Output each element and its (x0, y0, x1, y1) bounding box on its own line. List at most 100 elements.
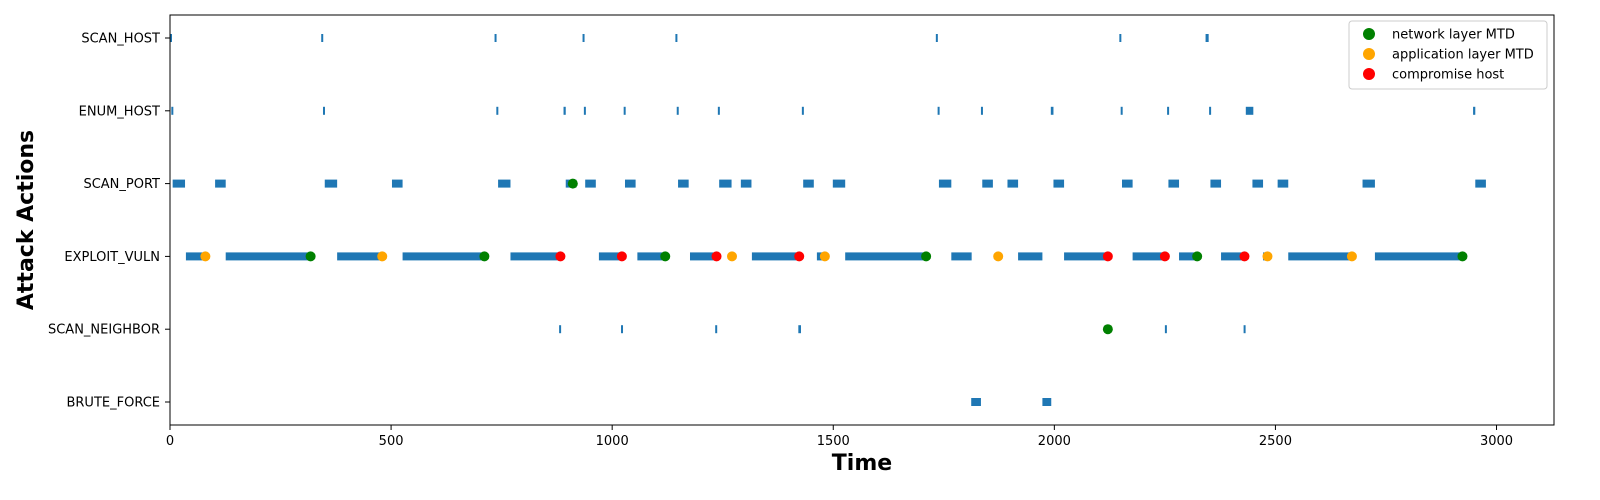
x-tick-label: 0 (166, 434, 174, 449)
x-axis-title: Time (832, 451, 892, 476)
interval-bar-scan-host (321, 34, 324, 42)
interval-bar-scan-port (391, 179, 403, 188)
marker-compromise-host (711, 251, 722, 262)
marker-application-layer-mtd (1346, 251, 1357, 262)
interval-bar-enum-host (623, 106, 626, 115)
marker-network-layer-mtd (1457, 251, 1468, 262)
interval-bar-scan-port (1252, 179, 1264, 188)
y-tick-label: SCAN_HOST (81, 32, 160, 47)
interval-bar-scan-port (215, 179, 226, 188)
marker-network-layer-mtd (1192, 251, 1203, 262)
marker-application-layer-mtd (993, 251, 1004, 262)
x-tick-label: 3000 (1480, 434, 1513, 449)
plot-frame (169, 14, 1555, 426)
interval-bar-scan-neighbor (621, 325, 624, 334)
interval-bar-exploit-vuln (689, 252, 716, 261)
interval-bar-scan-host (935, 34, 938, 42)
interval-bar-scan-port (1277, 179, 1289, 188)
interval-bar-enum-host (1050, 106, 1054, 115)
interval-bar-scan-host (494, 34, 497, 42)
interval-bar-scan-port (1210, 179, 1222, 188)
x-tick-label: 2500 (1259, 434, 1292, 449)
interval-bar-scan-port (982, 179, 993, 188)
interval-bar-enum-host (937, 106, 940, 115)
interval-bar-enum-host (1245, 106, 1254, 115)
interval-bar-exploit-vuln (751, 252, 798, 261)
interval-bar-scan-port (585, 179, 596, 188)
interval-bar-enum-host (980, 106, 983, 115)
interval-bar-enum-host (171, 106, 174, 115)
interval-bar-enum-host (563, 106, 566, 115)
y-axis-title: Attack Actions (14, 130, 39, 310)
interval-bar-scan-port (740, 179, 752, 188)
marker-application-layer-mtd (727, 251, 738, 262)
interval-bar-scan-neighbor (1164, 325, 1167, 334)
interval-bar-scan-host (170, 34, 172, 42)
marker-compromise-host (1102, 251, 1113, 262)
interval-bar-enum-host (1120, 106, 1123, 115)
legend-marker (1363, 68, 1375, 80)
interval-bar-scan-port (172, 179, 186, 188)
interval-bar-enum-host (1167, 106, 1170, 115)
marker-application-layer-mtd (377, 251, 388, 262)
legend: network layer MTD application layer MTD co… (1348, 20, 1548, 90)
interval-bar-brute-force (971, 398, 981, 406)
legend-marker (1363, 48, 1375, 60)
interval-bar-exploit-vuln (1132, 252, 1166, 261)
interval-bar-scan-port (1475, 179, 1486, 188)
interval-bar-scan-port (1121, 179, 1133, 188)
interval-bar-exploit-vuln (845, 252, 927, 261)
interval-bar-scan-port (498, 179, 511, 188)
legend-label: application layer MTD (1392, 48, 1534, 63)
interval-bar-scan-port (1007, 179, 1019, 188)
legend-marker (1363, 28, 1375, 40)
y-tick-label: SCAN_NEIGHBOR (48, 323, 160, 338)
interval-bar-scan-host (675, 34, 678, 42)
interval-bar-enum-host (496, 106, 499, 115)
y-tick-label: ENUM_HOST (79, 104, 160, 119)
interval-bar-enum-host (717, 106, 720, 115)
marker-compromise-host (555, 251, 566, 262)
interval-bar-exploit-vuln (1018, 252, 1043, 261)
marker-application-layer-mtd (200, 251, 211, 262)
interval-bar-exploit-vuln (1064, 252, 1108, 261)
x-axis: 0 500 1000 1500 2000 2500 3000 (166, 425, 1513, 449)
interval-bar-exploit-vuln (1179, 252, 1198, 261)
legend-label: network layer MTD (1392, 28, 1515, 43)
marker-compromise-host (616, 251, 627, 262)
marker-network-layer-mtd (305, 251, 316, 262)
marker-network-layer-mtd (921, 251, 932, 262)
marker-network-layer-mtd (567, 178, 578, 189)
interval-bar-scan-neighbor (715, 325, 718, 334)
interval-bar-scan-neighbor (798, 325, 801, 334)
x-tick-label: 1500 (817, 434, 850, 449)
y-tick-label: EXPLOIT_VULN (64, 250, 160, 265)
interval-bar-scan-host (1119, 34, 1122, 42)
interval-bar-scan-port (1168, 179, 1180, 188)
interval-bar-scan-port (624, 179, 636, 188)
marker-application-layer-mtd (819, 251, 830, 262)
event-markers (200, 178, 1468, 335)
interval-bar-exploit-vuln (1221, 252, 1244, 261)
interval-bar-enum-host (676, 106, 679, 115)
interval-bar-scan-neighbor (559, 325, 562, 334)
interval-bar-exploit-vuln (598, 252, 621, 261)
interval-bar-exploit-vuln (1288, 252, 1352, 261)
interval-bar-enum-host (583, 106, 586, 115)
legend-box (1348, 20, 1548, 90)
interval-bar-enum-host (1209, 106, 1212, 115)
interval-bar-scan-host (1205, 34, 1209, 42)
interval-bar-exploit-vuln (637, 252, 666, 261)
legend-label: compromise host (1392, 68, 1504, 83)
marker-application-layer-mtd (1262, 251, 1273, 262)
interval-bar-scan-port (1053, 179, 1065, 188)
interval-bar-exploit-vuln (510, 252, 560, 261)
interval-bar-enum-host (322, 106, 325, 115)
interval-bar-exploit-vuln (1374, 252, 1463, 261)
interval-bar-exploit-vuln (951, 252, 972, 261)
y-tick-label: BRUTE_FORCE (66, 396, 160, 411)
interval-bar-exploit-vuln (402, 252, 484, 261)
marker-compromise-host (794, 251, 805, 262)
